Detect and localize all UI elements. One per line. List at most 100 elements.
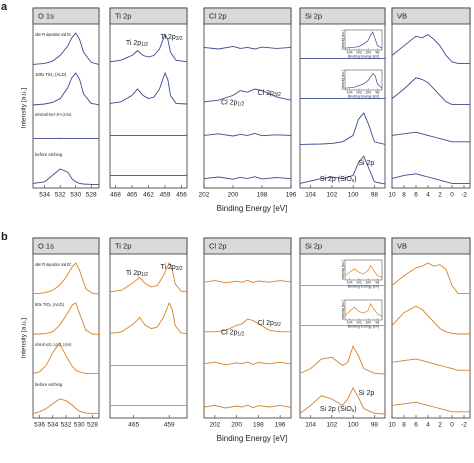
inset-x-label: Binding Energy [eV] [348, 54, 379, 58]
series-label: 80x TiO₂ (ALD) [35, 302, 64, 307]
peak-label: Ti 2p1/2 [126, 40, 148, 48]
inset-frame [344, 69, 383, 91]
x-tick-label: -2 [461, 192, 467, 199]
inset-spectrum [344, 264, 383, 278]
spectrum [109, 261, 188, 293]
x-tick-label: 200 [228, 192, 239, 199]
spectrum [32, 398, 99, 414]
inset-x-tick-label: 102 [356, 320, 362, 324]
x-axis-label: Binding Energy [eV] [217, 204, 288, 213]
peak-label-part: Ti 2p [126, 40, 141, 47]
x-tick-label: 98 [371, 192, 379, 199]
x-tick-label: 100 [348, 192, 359, 199]
spectrum [391, 34, 470, 64]
peak-label: Ti 2p1/2 [126, 270, 148, 278]
inset-spectrum [344, 31, 383, 49]
spectrum [33, 262, 100, 295]
x-tick-label: 530 [70, 192, 81, 199]
panel-header [109, 7, 188, 25]
peak-label-part: 3/2 [176, 266, 183, 272]
inset-y-label: Intensity [a.u.] [341, 300, 345, 320]
spectrum [203, 279, 292, 284]
x-tick-label: 104 [305, 192, 316, 199]
series-label: before etching [35, 152, 63, 157]
figure-label: b [1, 231, 8, 243]
spectrum [32, 168, 99, 185]
inset-x-label: Binding Energy [eV] [348, 94, 379, 98]
peak-label-part: ) [354, 176, 356, 183]
spectrum [204, 318, 291, 333]
panel-title: Ti 2p [115, 241, 131, 250]
peak-label: Cl 2p1/2 [221, 329, 245, 337]
spectrum [391, 305, 470, 335]
inset-x-tick-label: 100 [365, 320, 371, 324]
peak-label-part: 1/2 [237, 332, 244, 338]
x-tick-label: 528 [86, 192, 97, 199]
inset-x-tick-label: 98 [375, 50, 379, 54]
peak-label-part: x [352, 179, 355, 185]
peak-label-part: x [352, 409, 355, 415]
x-tick-label: 462 [143, 192, 154, 199]
inset-frame [344, 29, 383, 51]
spectrum [203, 176, 292, 180]
spectrum [299, 386, 386, 415]
spectrum [391, 358, 470, 371]
peak-label-part: 1/2 [141, 273, 148, 279]
series-label: after Pt-deposition and EC [35, 262, 71, 267]
peak-label-part: 3/2 [274, 92, 281, 98]
series-label: etched with H₂SO₄ : H₂O₂ (3 : 1) (5 min) [35, 342, 72, 347]
x-tick-label: 104 [305, 422, 316, 429]
spectrum [109, 33, 188, 63]
inset-x-tick-label: 100 [365, 50, 371, 54]
panel-title: Si 2p [305, 241, 322, 250]
peak-label: Ti 2p3/2 [160, 34, 182, 42]
series-label: before etching [35, 382, 63, 387]
figure-label: a [1, 1, 8, 13]
inset-x-tick-label: 100 [365, 90, 371, 94]
y-axis-label: Intensity [a.u.] [21, 88, 28, 129]
panel-header [203, 237, 292, 255]
x-axis-label: Binding Energy [eV] [217, 434, 288, 443]
spectrum [203, 88, 292, 103]
x-tick-label: 8 [402, 422, 406, 429]
peak-label: Si 2p [358, 390, 374, 397]
spectrum [33, 302, 100, 335]
series-label: 100x TiO₂ (ALD) [35, 72, 67, 77]
panel-frame [32, 237, 100, 419]
panel-header [299, 7, 386, 25]
panel-frame [109, 7, 188, 189]
spectrum [391, 131, 470, 143]
x-tick-label: 465 [128, 422, 139, 429]
series-label: after Pt-deposition and EC [35, 32, 71, 37]
spectrum [109, 71, 188, 105]
panel-frame [32, 7, 100, 189]
x-tick-label: 196 [286, 192, 297, 199]
spectrum [109, 301, 188, 335]
inset-x-tick-label: 102 [356, 90, 362, 94]
y-axis-label: Intensity [a.u.] [21, 318, 28, 359]
peak-label-part: Ti 2p [160, 34, 175, 41]
panel-title: Cl 2p [209, 11, 227, 20]
panel-title: O 1s [38, 11, 54, 20]
peak-label-part: Cl 2p [221, 99, 237, 106]
peak-label-part: ) [354, 406, 356, 413]
x-tick-label: 10 [388, 192, 396, 199]
panel-header [391, 7, 471, 25]
panel-header [299, 237, 386, 255]
peak-label-part: 3/2 [274, 322, 281, 328]
inset-x-tick-label: 98 [375, 90, 379, 94]
spectrum [203, 361, 292, 366]
series-label: etched with NH₄F 40 % (5 min) [35, 112, 72, 117]
x-tick-label: -2 [461, 422, 467, 429]
panel-header [203, 7, 292, 25]
x-tick-label: 198 [257, 192, 268, 199]
inset-x-tick-label: 102 [356, 280, 362, 284]
peak-label: Cl 2p1/2 [221, 99, 245, 107]
spectrum [391, 262, 470, 294]
peak-label-part: Ti 2p [126, 270, 141, 277]
spectrum [391, 77, 470, 105]
x-tick-label: 4 [426, 192, 430, 199]
x-tick-label: 200 [231, 422, 242, 429]
spectrum [299, 345, 386, 375]
